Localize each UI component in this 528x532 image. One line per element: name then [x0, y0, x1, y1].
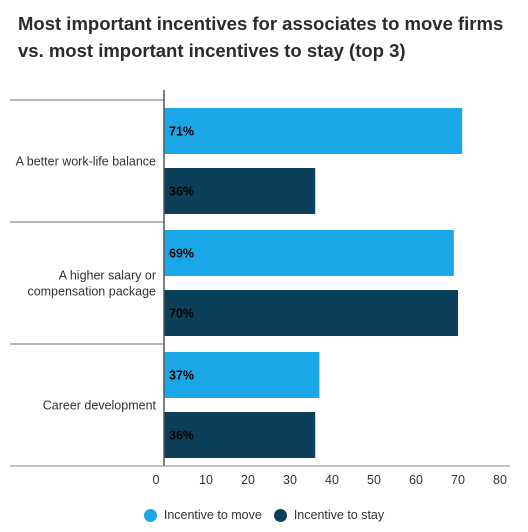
x-tick-label: 50: [367, 473, 381, 487]
legend: Incentive to move Incentive to stay: [0, 508, 528, 522]
data-label: 69%: [169, 247, 194, 261]
legend-item-stay[interactable]: Incentive to stay: [273, 508, 385, 522]
data-label: 36%: [169, 429, 194, 443]
x-tick-label: 60: [409, 473, 423, 487]
legend-item-move[interactable]: Incentive to move: [143, 508, 262, 522]
legend-label-stay: Incentive to stay: [293, 508, 385, 522]
bar-move-0: [164, 108, 463, 154]
category-label: Career development: [43, 399, 157, 413]
x-tick-label: 20: [241, 473, 255, 487]
bar-move-1: [164, 230, 454, 276]
bar-stay-0: [164, 168, 316, 214]
data-label: 70%: [169, 307, 194, 321]
bar-stay-1: [164, 290, 458, 336]
category-label: A better work-life balance: [16, 155, 156, 169]
x-tick-label: 0: [153, 473, 160, 487]
chart-title: Most important incentives for associates…: [18, 13, 504, 61]
x-tick-label: 40: [325, 473, 339, 487]
data-label: 36%: [169, 185, 194, 199]
data-label: 71%: [169, 125, 194, 139]
data-label: 37%: [169, 369, 194, 383]
legend-swatch-move: [143, 508, 157, 522]
x-tick-label: 30: [283, 473, 297, 487]
category-label: A higher salary or: [59, 269, 156, 283]
legend-swatch-stay: [273, 508, 287, 522]
x-tick-label: 10: [199, 473, 213, 487]
bar-stay-2: [164, 412, 316, 458]
x-tick-label: 80: [493, 473, 507, 487]
legend-label-move: Incentive to move: [163, 508, 262, 522]
x-tick-label: 70: [451, 473, 465, 487]
category-label: compensation package: [27, 285, 156, 299]
bar-move-2: [164, 352, 320, 398]
